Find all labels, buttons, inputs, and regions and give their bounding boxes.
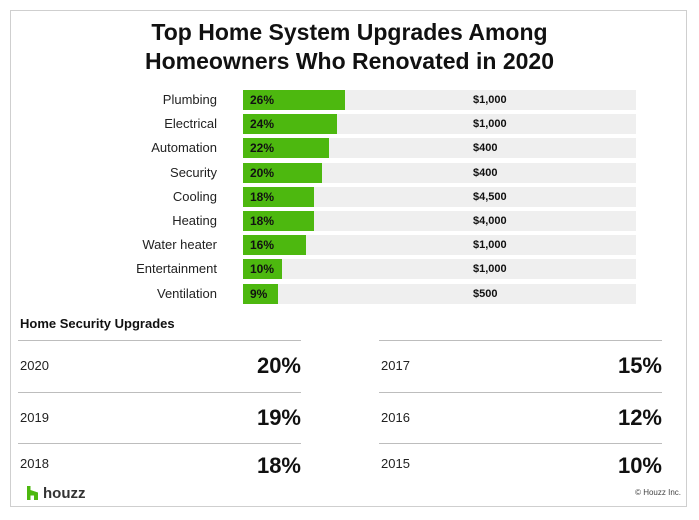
median-cost-label: $1,000 — [473, 239, 507, 252]
median-cost-label: $1,000 — [473, 118, 507, 131]
median-cost-label: $4,500 — [473, 190, 507, 203]
stat-value: 18% — [256, 453, 301, 478]
stat-year: 2018 — [20, 456, 49, 471]
category-label: Cooling — [172, 188, 217, 204]
bar-row: Electrical 24% $1,000 — [0, 114, 699, 135]
bar-value-label: 9% — [250, 286, 268, 301]
bar-track: 26% $1,000 — [243, 90, 636, 110]
stat-divider — [379, 340, 662, 341]
bar-track: 18% $4,000 — [243, 211, 636, 231]
security-section-title: Home Security Upgrades — [20, 316, 175, 331]
bar-track: 10% $1,000 — [243, 259, 636, 280]
stat-year: 2016 — [381, 410, 410, 425]
copyright-notice: © Houzz Inc. — [635, 488, 681, 497]
stat-divider — [18, 443, 301, 444]
bar-track: 22% $400 — [243, 138, 636, 159]
chart-title: Top Home System Upgrades Among Homeowner… — [0, 18, 699, 76]
bar-value-label: 10% — [250, 262, 275, 277]
bar-value-label: 26% — [250, 93, 275, 107]
bar-value-label: 16% — [250, 238, 275, 253]
bar-value-label: 18% — [250, 214, 275, 228]
bar-value-label: 22% — [250, 141, 275, 156]
stat-value: 19% — [256, 405, 301, 430]
category-label: Electrical — [164, 116, 217, 132]
median-cost-label: $4,000 — [473, 215, 507, 227]
stat-year: 2017 — [381, 358, 410, 373]
stat-value: 12% — [617, 405, 662, 430]
bar-row: Cooling 18% $4,500 — [0, 186, 699, 207]
category-label: Automation — [151, 140, 217, 156]
category-label: Plumbing — [162, 92, 217, 107]
houzz-brand: houzz — [27, 484, 86, 502]
bar-track: 18% $4,500 — [243, 186, 636, 207]
median-cost-label: $1,000 — [473, 263, 507, 276]
bar — [243, 186, 314, 207]
bar-value-label: 18% — [250, 189, 275, 204]
title-line-1: Top Home System Upgrades Among — [151, 19, 548, 45]
category-label: Security — [170, 164, 217, 180]
bar-track: 9% $500 — [243, 283, 636, 304]
bar — [243, 138, 330, 159]
bar — [243, 259, 283, 280]
median-cost-label: $400 — [473, 166, 498, 179]
bar — [243, 162, 322, 183]
stat-divider — [18, 392, 301, 393]
category-label: Water heater — [142, 237, 217, 253]
stat-year: 2019 — [20, 410, 49, 425]
bar-row: Water heater 16% $1,000 — [0, 235, 699, 256]
bar-row: Plumbing 26% $1,000 — [0, 90, 699, 110]
bar-track: 16% $1,000 — [243, 235, 636, 256]
brand-name: houzz — [43, 484, 86, 502]
bar-track: 24% $1,000 — [243, 114, 636, 135]
category-label: Entertainment — [136, 261, 217, 277]
stat-divider — [379, 443, 662, 444]
median-cost-label: $1,000 — [473, 94, 507, 106]
bar — [243, 235, 306, 256]
category-label: Heating — [172, 213, 217, 228]
bar-row: Heating 18% $4,000 — [0, 211, 699, 231]
bar-value-label: 20% — [250, 165, 275, 180]
median-cost-label: $400 — [473, 142, 498, 155]
category-label: Ventilation — [157, 285, 217, 301]
title-line-2: Homeowners Who Renovated in 2020 — [145, 48, 554, 74]
stat-divider — [379, 392, 662, 393]
bar — [243, 283, 279, 304]
stat-value: 10% — [617, 453, 662, 478]
stat-year: 2015 — [381, 456, 410, 471]
bar-row: Entertainment 10% $1,000 — [0, 259, 699, 280]
bar — [243, 114, 338, 135]
stat-value: 20% — [256, 353, 301, 378]
bar — [243, 211, 314, 231]
houzz-logo-icon — [27, 486, 38, 500]
bar-row: Security 20% $400 — [0, 162, 699, 183]
bar-value-label: 24% — [250, 117, 275, 132]
stat-year: 2020 — [20, 358, 49, 373]
stat-value: 15% — [617, 353, 662, 378]
median-cost-label: $500 — [473, 287, 498, 300]
infographic-frame — [10, 10, 687, 507]
bar-row: Automation 22% $400 — [0, 138, 699, 159]
bar — [243, 90, 346, 110]
bar-track: 20% $400 — [243, 162, 636, 183]
bar-row: Ventilation 9% $500 — [0, 283, 699, 304]
stat-divider — [18, 340, 301, 341]
